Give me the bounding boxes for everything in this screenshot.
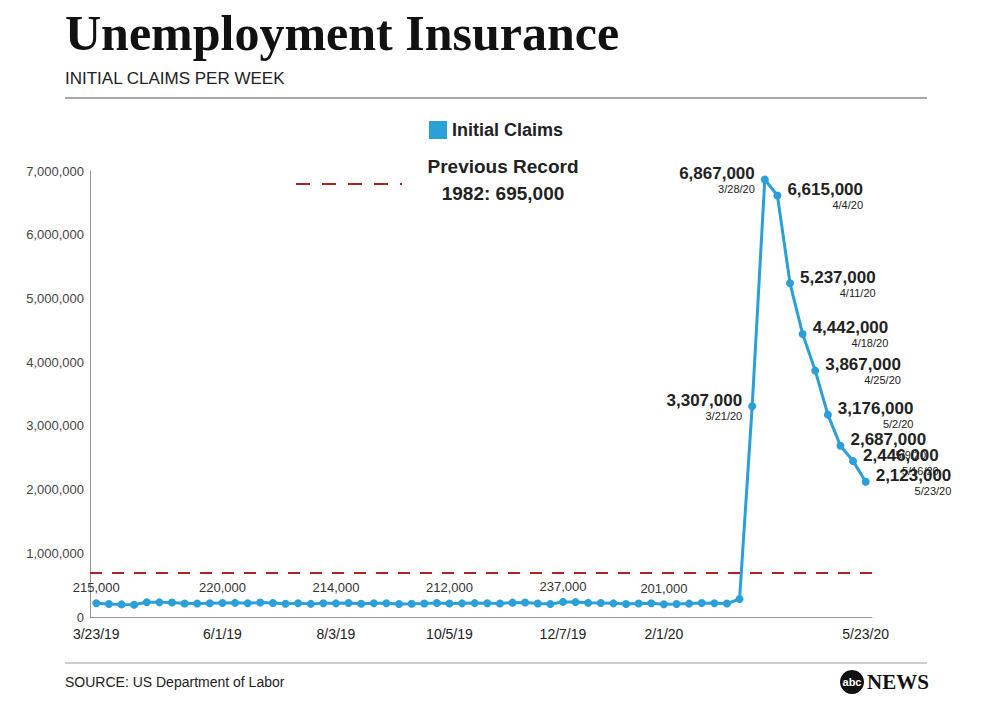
svg-text:2,000,000: 2,000,000 — [26, 482, 84, 497]
svg-text:3/21/20: 3/21/20 — [705, 410, 742, 422]
svg-text:3,000,000: 3,000,000 — [26, 418, 84, 433]
svg-text:INITIAL CLAIMS PER WEEK: INITIAL CLAIMS PER WEEK — [65, 69, 285, 88]
svg-text:Initial Claims: Initial Claims — [452, 120, 563, 140]
svg-text:3,307,000: 3,307,000 — [667, 391, 743, 410]
svg-text:212,000: 212,000 — [426, 580, 473, 595]
svg-text:3/28/20: 3/28/20 — [718, 183, 755, 195]
svg-text:5,000,000: 5,000,000 — [26, 291, 84, 306]
svg-text:3/23/19: 3/23/19 — [73, 626, 120, 642]
svg-text:NEWS: NEWS — [867, 670, 929, 694]
svg-text:215,000: 215,000 — [73, 580, 120, 595]
svg-text:6/1/19: 6/1/19 — [203, 626, 242, 642]
svg-text:10/5/19: 10/5/19 — [426, 626, 473, 642]
svg-text:4,442,000: 4,442,000 — [813, 318, 889, 337]
svg-text:0: 0 — [77, 610, 84, 625]
svg-text:6,000,000: 6,000,000 — [26, 227, 84, 242]
svg-text:SOURCE: US Department of Labor: SOURCE: US Department of Labor — [65, 674, 285, 690]
svg-text:220,000: 220,000 — [199, 580, 246, 595]
svg-text:7,000,000: 7,000,000 — [26, 164, 84, 179]
svg-text:8/3/19: 8/3/19 — [316, 626, 355, 642]
svg-text:5/23/20: 5/23/20 — [915, 485, 952, 497]
svg-text:2/1/20: 2/1/20 — [644, 626, 683, 642]
svg-text:5/23/20: 5/23/20 — [842, 626, 889, 642]
svg-text:1982: 695,000: 1982: 695,000 — [442, 183, 565, 204]
svg-text:5,237,000: 5,237,000 — [800, 268, 876, 287]
svg-text:4/4/20: 4/4/20 — [832, 199, 863, 211]
svg-text:4,000,000: 4,000,000 — [26, 355, 84, 370]
svg-text:5/2/20: 5/2/20 — [883, 418, 914, 430]
svg-text:6,867,000: 6,867,000 — [679, 164, 755, 183]
svg-text:4/11/20: 4/11/20 — [840, 287, 876, 299]
svg-text:4/18/20: 4/18/20 — [852, 337, 889, 349]
svg-text:214,000: 214,000 — [312, 580, 359, 595]
svg-text:abc: abc — [843, 676, 862, 688]
svg-text:2,446,000: 2,446,000 — [863, 446, 939, 465]
svg-text:4/25/20: 4/25/20 — [864, 374, 901, 386]
svg-text:Unemployment Insurance: Unemployment Insurance — [65, 5, 619, 61]
svg-text:2,123,000: 2,123,000 — [876, 466, 952, 485]
svg-text:2,687,000: 2,687,000 — [850, 430, 927, 450]
svg-text:3,176,000: 3,176,000 — [838, 399, 914, 418]
svg-text:12/7/19: 12/7/19 — [540, 626, 587, 642]
svg-text:Previous Record: Previous Record — [428, 156, 579, 177]
svg-text:3,867,000: 3,867,000 — [825, 355, 901, 374]
svg-text:201,000: 201,000 — [640, 581, 687, 596]
svg-text:237,000: 237,000 — [539, 579, 586, 594]
svg-text:1,000,000: 1,000,000 — [26, 546, 84, 561]
svg-text:6,615,000: 6,615,000 — [787, 180, 863, 199]
